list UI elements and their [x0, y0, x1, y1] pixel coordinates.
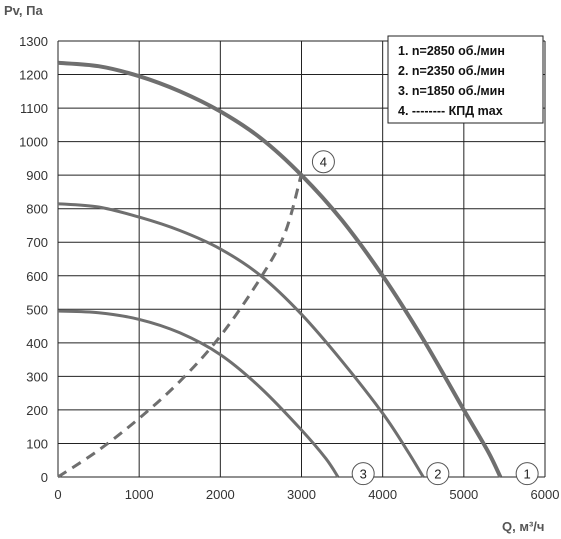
- legend-box: [387, 35, 544, 124]
- marker-circle-3: [351, 462, 375, 486]
- marker-circle-4: [311, 150, 335, 174]
- marker-circle-2: [426, 462, 450, 486]
- y-tick-label: 500: [26, 302, 48, 317]
- marker-circle-1: [515, 462, 539, 486]
- y-tick-label: 700: [26, 235, 48, 250]
- y-tick-label: 1300: [19, 34, 48, 49]
- legend-entry-1: 1. n=2850 об./мин: [398, 44, 505, 58]
- x-tick-label: 4000: [368, 487, 397, 502]
- legend: 1. n=2850 об./мин 2. n=2350 об./мин 3. n…: [387, 35, 544, 124]
- y-tick-label: 900: [26, 168, 48, 183]
- y-tick-label: 800: [26, 202, 48, 217]
- curves: [57, 60, 503, 479]
- x-tick-label: 3000: [287, 487, 316, 502]
- y-tick-label: 0: [41, 470, 48, 485]
- y-tick-label: 400: [26, 336, 48, 351]
- marker-label-3: 3: [360, 467, 367, 482]
- marker-label-2: 2: [434, 467, 441, 482]
- x-tick-label: 2000: [206, 487, 235, 502]
- legend-entry-4: 4. -------- КПД max: [398, 104, 503, 118]
- marker-label-1: 1: [524, 467, 531, 482]
- curve-2: [57, 202, 425, 478]
- x-axis-label: Q, м³/ч: [502, 519, 544, 534]
- y-tick-label: 600: [26, 269, 48, 284]
- y-axis-label: Pv, Па: [4, 3, 44, 18]
- curve-4: [57, 173, 303, 479]
- tick-labels: 0100200300400500600700800900100011001200…: [19, 34, 559, 502]
- x-tick-label: 0: [54, 487, 61, 502]
- y-tick-label: 1100: [20, 101, 48, 116]
- y-tick-label: 200: [26, 403, 48, 418]
- y-tick-label: 1000: [19, 135, 48, 150]
- curve-1: [57, 60, 503, 478]
- x-tick-label: 1000: [125, 487, 154, 502]
- curve-3: [57, 309, 340, 478]
- legend-entry-2: 2. n=2350 об./мин: [398, 64, 505, 78]
- marker-label-4: 4: [320, 155, 327, 170]
- x-tick-label: 6000: [531, 487, 560, 502]
- curve-markers: 1 2 3 4: [311, 150, 539, 486]
- y-tick-label: 300: [26, 369, 48, 384]
- legend-entry-3: 3. n=1850 об./мин: [398, 84, 505, 98]
- y-tick-label: 1200: [19, 68, 48, 83]
- y-tick-label: 100: [26, 436, 48, 451]
- x-tick-label: 5000: [449, 487, 478, 502]
